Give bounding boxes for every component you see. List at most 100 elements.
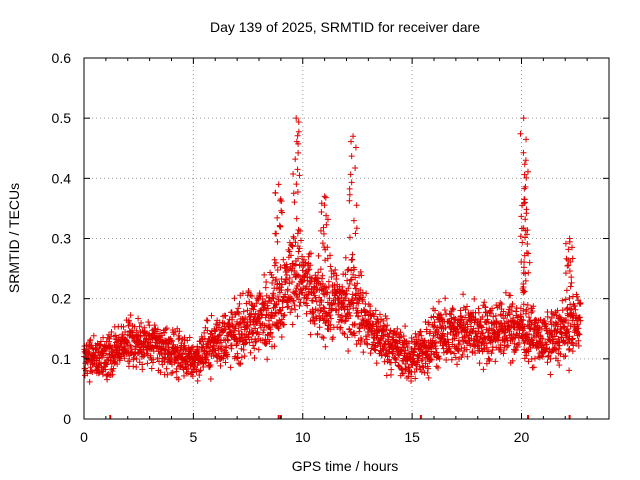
data-point-1319 [326, 295, 333, 302]
data-point-1420 [345, 347, 352, 354]
data-point-682 [207, 361, 214, 368]
data-point-2713 [346, 234, 353, 241]
data-point-2607 [565, 346, 572, 353]
data-point-1692 [395, 362, 402, 369]
data-point-681 [207, 375, 214, 382]
data-point-937 [255, 315, 262, 322]
data-point-2746 [519, 239, 526, 246]
data-point-2145 [479, 330, 486, 337]
data-point-2402 [527, 325, 534, 332]
data-point-1195 [303, 310, 310, 317]
data-point-1680 [393, 356, 400, 363]
data-point-2745 [521, 252, 528, 259]
data-point-1071 [280, 256, 287, 263]
data-point-2685 [291, 199, 298, 206]
data-point-2669 [577, 317, 584, 324]
data-point-1318 [325, 278, 332, 285]
data-point-2711 [318, 200, 325, 207]
data-point-2412 [529, 308, 536, 315]
data-point-985 [264, 302, 271, 309]
data-point-1662 [390, 348, 397, 355]
data-point-1004 [267, 329, 274, 336]
data-point-2246 [498, 301, 505, 308]
data-point-2572 [559, 297, 566, 304]
data-point-1151 [294, 255, 301, 262]
data-point-1770 [409, 355, 416, 362]
data-point-2723 [352, 165, 359, 172]
data-point-228 [123, 338, 130, 345]
data-point-1171 [299, 253, 306, 260]
data-point-758 [221, 312, 228, 319]
data-point-2782 [566, 238, 573, 245]
data-point-1446 [349, 291, 356, 298]
data-point-1077 [281, 312, 288, 319]
data-point-2556 [556, 362, 563, 369]
data-point-2758 [520, 269, 527, 276]
data-point-1311 [324, 255, 331, 262]
data-point-20 [84, 359, 91, 366]
data-point-447 [164, 371, 171, 378]
data-point-915 [251, 303, 258, 310]
data-point-1096 [284, 287, 291, 294]
data-point-2670 [577, 299, 584, 306]
data-point-1369 [335, 295, 342, 302]
data-point-2687 [290, 190, 297, 197]
data-point-77 [95, 370, 102, 377]
data-point-2199 [490, 313, 497, 320]
data-point-251 [127, 312, 134, 319]
data-point-2507 [547, 371, 554, 378]
data-point-1781 [412, 375, 419, 382]
data-point-2408 [528, 321, 535, 328]
data-point-2659 [575, 325, 582, 332]
data-point-2483 [542, 321, 549, 328]
data-point-54 [90, 332, 97, 339]
data-point-2698 [295, 119, 302, 126]
data-point-2769 [567, 283, 574, 290]
data-point-352 [146, 322, 153, 329]
data-point-1812 [417, 328, 424, 335]
data-point-1274 [317, 266, 324, 273]
data-point-2000 [452, 354, 459, 361]
data-point-968 [260, 326, 267, 333]
data-point-2394 [526, 331, 533, 338]
data-point-1259 [315, 269, 322, 276]
data-point-90 [97, 338, 104, 345]
data-point-829 [235, 305, 242, 312]
data-point-2693 [295, 149, 302, 156]
data-point-1849 [425, 365, 432, 372]
data-point-2277 [504, 337, 511, 344]
data-point-489 [172, 328, 179, 335]
data-point-2478 [541, 317, 548, 324]
data-point-617 [196, 348, 203, 355]
data-point-1500 [359, 289, 366, 296]
data-point-2740 [517, 130, 524, 137]
data-point-1081 [282, 291, 289, 298]
data-point-1573 [373, 360, 380, 367]
data-point-832 [235, 328, 242, 335]
data-point-2712 [322, 194, 329, 201]
data-point-1180 [300, 263, 307, 270]
data-point-2015 [455, 348, 462, 355]
data-point-908 [249, 330, 256, 337]
data-point-1238 [311, 283, 318, 290]
data-point-1211 [306, 266, 313, 273]
data-point-2701 [321, 244, 328, 251]
data-point-2661 [575, 342, 582, 349]
data-point-1352 [332, 266, 339, 273]
data-point-1122 [289, 243, 296, 250]
x-axis-ticks: 0 5 10 15 20 [80, 58, 588, 445]
data-point-2640 [571, 302, 578, 309]
data-point-1880 [430, 313, 437, 320]
data-point-1630 [384, 322, 391, 329]
data-point-2390 [525, 358, 532, 365]
data-point-2660 [575, 337, 582, 344]
data-point-2280 [504, 342, 511, 349]
data-point-2387 [524, 301, 531, 308]
data-point-1869 [428, 356, 435, 363]
data-point-986 [264, 356, 271, 363]
data-point-1621 [382, 312, 389, 319]
data-point-2780 [569, 244, 576, 251]
data-point-1748 [405, 364, 412, 371]
data-point-990 [265, 305, 272, 312]
